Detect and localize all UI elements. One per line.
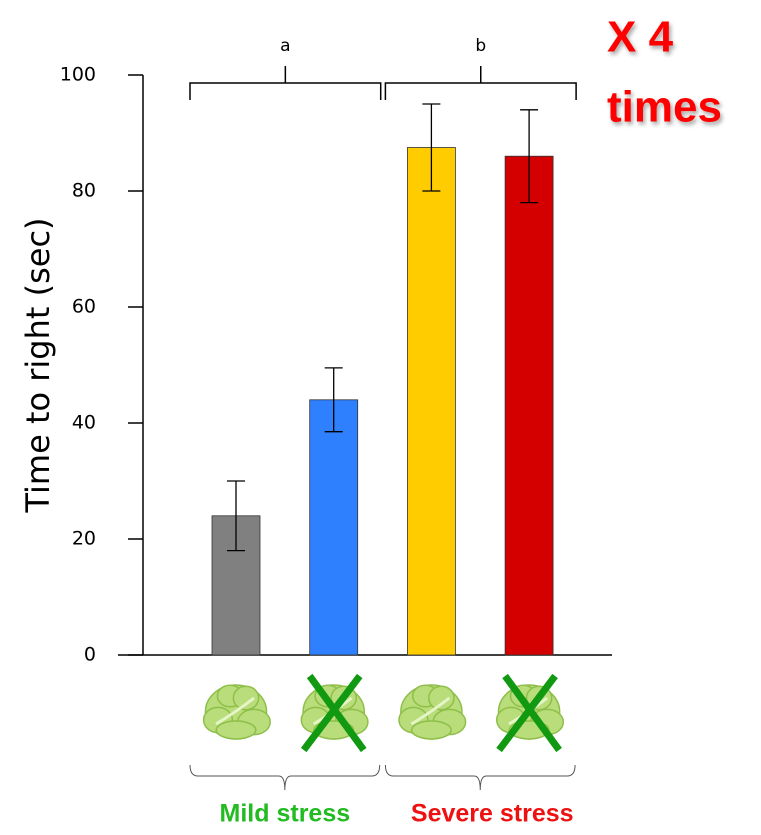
significance-label: a [280,36,290,56]
y-axis-label: Time to right (sec) [19,217,57,513]
lettuce-icon [202,684,271,740]
y-tick-label: 80 [72,180,96,202]
y-tick-label: 0 [84,644,96,666]
bar [406,147,456,656]
error-bar [227,480,245,552]
cross-mark [502,673,562,753]
leaf [215,720,257,740]
error-bar [324,367,343,433]
y-tick-label: 20 [72,528,96,550]
group-label: Mild stress [220,800,351,828]
leaf [410,720,452,740]
bar [504,155,554,656]
lettuce-icon [495,673,565,753]
error-bar [520,109,539,204]
leaf [428,685,455,711]
cross-mark [306,673,367,753]
error-bar [422,103,441,192]
group-bracket [384,764,576,791]
callout-text: times [607,83,722,132]
lettuce-icon [300,673,369,753]
y-tick-label: 40 [72,412,96,434]
leaf-vein [410,696,451,726]
callout-text: X 4 [607,13,674,62]
y-tick-label: 100 [60,64,96,86]
lettuce-icon [398,684,467,740]
group-bracket [189,764,381,791]
y-tick-label: 60 [72,296,96,318]
leaf [232,685,260,711]
group-label: Severe stress [411,800,574,828]
significance-label: b [475,36,486,56]
cross-mark [496,673,558,753]
bar [309,399,359,656]
significance-bracket [384,66,577,100]
leaf-vein [215,696,255,726]
significance-bracket [189,66,382,100]
cross-mark [300,673,363,753]
